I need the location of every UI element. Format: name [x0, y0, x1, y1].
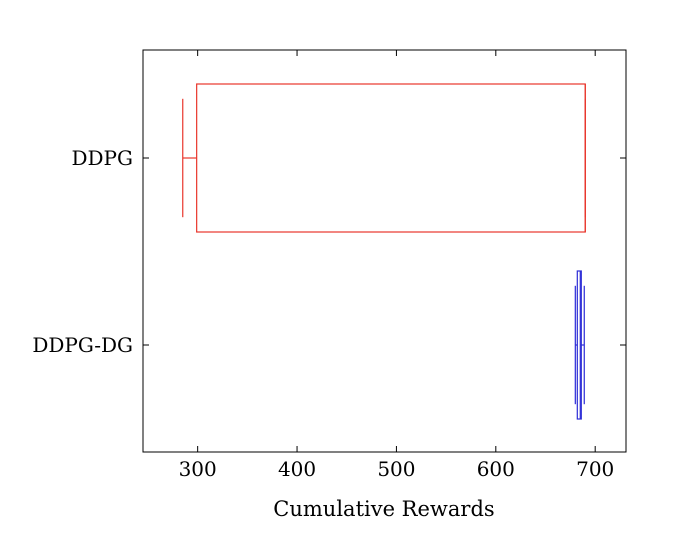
y-axis-ticks: DDPG DDPG-DG — [32, 146, 626, 357]
box-ddpg — [182, 83, 586, 233]
y-tick-label: DDPG — [71, 146, 133, 170]
boxes — [182, 83, 586, 420]
box-ddpg-dg — [574, 270, 585, 420]
box-iqr — [196, 83, 586, 233]
x-axis-ticks: 300 400 500 600 700 — [179, 50, 614, 481]
plot-area-frame — [142, 49, 627, 453]
x-tick-label: 400 — [278, 457, 316, 481]
x-tick-label: 500 — [377, 457, 415, 481]
x-tick-label: 300 — [179, 457, 217, 481]
y-tick-label: DDPG-DG — [32, 333, 133, 357]
x-axis-label: Cumulative Rewards — [273, 497, 494, 521]
x-tick-label: 600 — [477, 457, 515, 481]
box-iqr — [576, 270, 582, 420]
x-tick-label: 700 — [576, 457, 614, 481]
